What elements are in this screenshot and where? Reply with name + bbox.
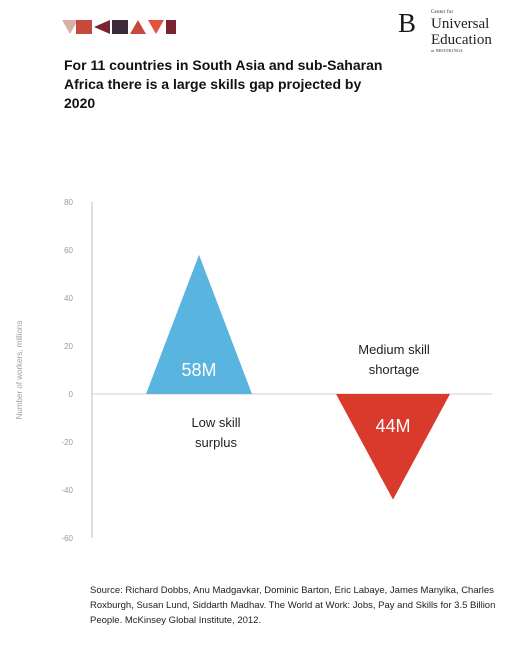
brookings-logo: B Center for Universal Education at BROO… [398, 10, 508, 72]
category-label: Low skill [191, 415, 240, 430]
y-tick-label: -20 [61, 438, 73, 447]
series-triangle [146, 254, 252, 394]
y-tick-label: 40 [64, 294, 73, 303]
y-tick-label: 60 [64, 246, 73, 255]
y-axis-title: Number of workers, millions [15, 321, 24, 420]
category-label: Medium skill [358, 342, 430, 357]
source-note: Source: Richard Dobbs, Anu Madgavkar, Do… [90, 585, 496, 626]
lead-logo-icon [62, 20, 176, 34]
value-label: 58M [181, 360, 216, 380]
chart-title: For 11 countries in South Asia and sub-S… [64, 57, 383, 111]
brand-letter: B [398, 8, 417, 38]
value-label: 44M [375, 416, 410, 436]
y-tick-label: -60 [61, 534, 73, 543]
skills-gap-chart: 80 60 40 20 0 -20 -40 -60 Number of workers, mil… [15, 198, 492, 543]
category-label: surplus [195, 435, 237, 450]
y-tick-label: 0 [69, 390, 74, 399]
y-tick-label: 80 [64, 198, 73, 207]
y-tick-label: -40 [61, 486, 73, 495]
series-triangle [336, 394, 450, 500]
brand-wordmark: Center for Universal Education at BROOKI… [431, 10, 492, 53]
category-label: shortage [369, 362, 420, 377]
y-tick-label: 20 [64, 342, 73, 351]
